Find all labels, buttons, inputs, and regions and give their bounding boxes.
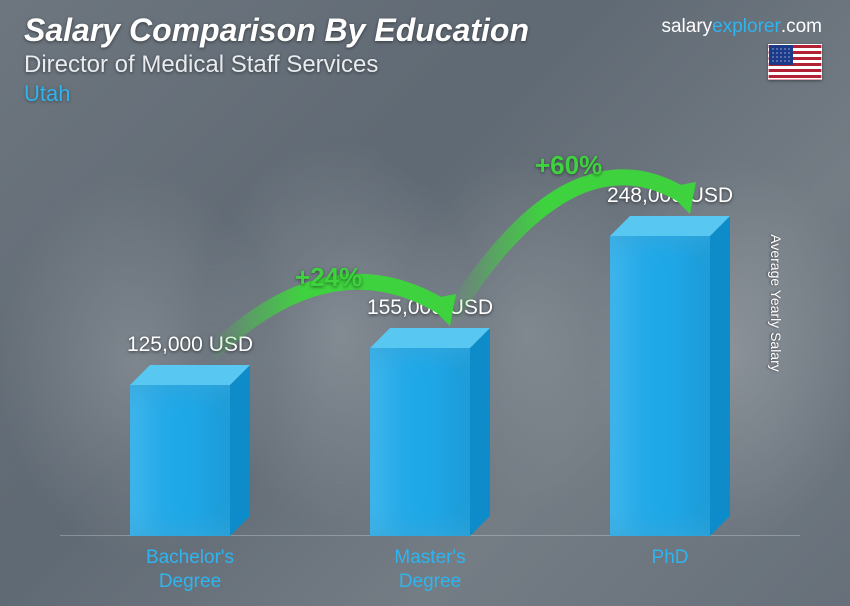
bar-value-label: 125,000 USD bbox=[127, 333, 253, 357]
bar-value-label: 155,000 USD bbox=[367, 296, 493, 320]
brand-prefix: salary bbox=[661, 16, 712, 37]
bar-side bbox=[710, 216, 730, 536]
bar-front bbox=[370, 348, 470, 536]
flag-icon bbox=[768, 44, 822, 80]
bar-category-label: Bachelor's Degree bbox=[110, 546, 270, 594]
brand-text: salaryexplorer.com bbox=[661, 16, 822, 38]
brand-highlight: explorer bbox=[712, 16, 781, 37]
bar-3d bbox=[370, 348, 490, 536]
bar-front bbox=[610, 236, 710, 536]
bar-top bbox=[130, 365, 250, 385]
brand-suffix: .com bbox=[781, 16, 822, 37]
brand-block: salaryexplorer.com bbox=[661, 16, 822, 85]
bar-3d bbox=[130, 385, 250, 536]
bar-value-label: 248,000 USD bbox=[607, 184, 733, 208]
bar-front bbox=[130, 385, 230, 536]
bar-side bbox=[470, 328, 490, 536]
bar-category-label: PhD bbox=[590, 546, 750, 570]
bar-category-label: Master's Degree bbox=[350, 546, 510, 594]
bar-chart: 125,000 USDBachelor's Degree155,000 USDM… bbox=[70, 150, 790, 536]
bar-top bbox=[370, 328, 490, 348]
arc-percent-label: +24% bbox=[295, 262, 362, 293]
arc-percent-label: +60% bbox=[535, 150, 602, 181]
bar-side bbox=[230, 365, 250, 536]
bar-top bbox=[610, 216, 730, 236]
bar-3d bbox=[610, 236, 730, 536]
